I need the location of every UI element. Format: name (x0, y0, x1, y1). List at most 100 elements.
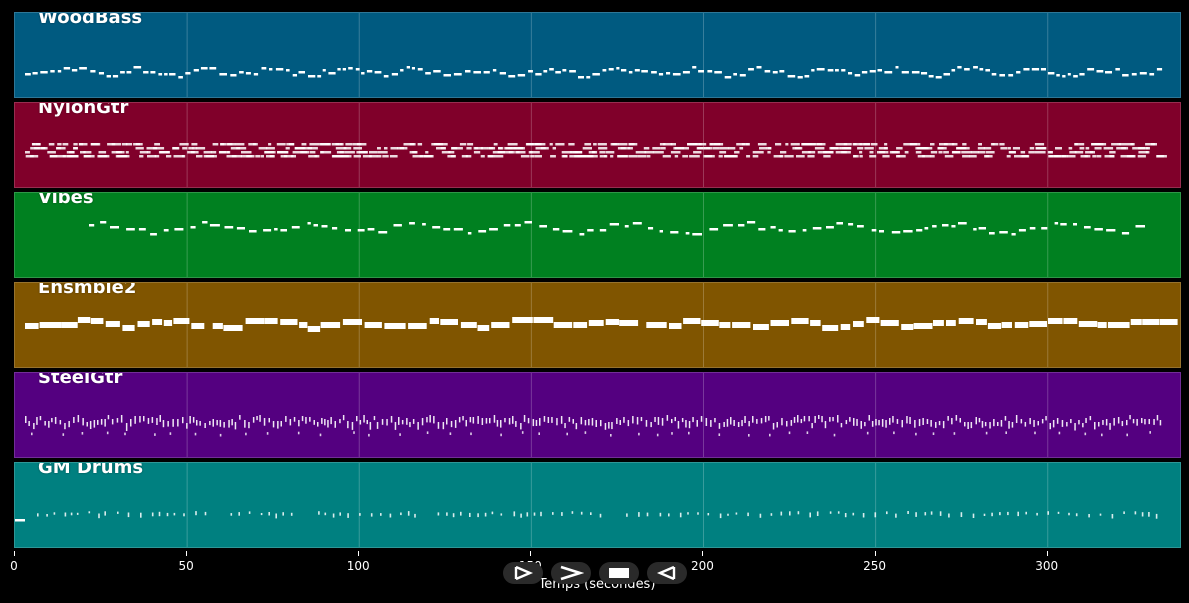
note (79, 143, 88, 146)
note (668, 513, 670, 517)
note (320, 151, 332, 154)
note (1079, 147, 1085, 150)
note (77, 317, 91, 323)
note (115, 155, 125, 158)
note (817, 151, 827, 154)
note (55, 155, 66, 158)
note (879, 230, 884, 233)
note (353, 431, 355, 434)
axis-tick (358, 551, 360, 556)
note (137, 321, 150, 327)
note (719, 151, 727, 154)
note (748, 421, 750, 427)
note (1045, 416, 1047, 421)
note (107, 415, 110, 420)
note (1011, 233, 1016, 236)
note (1096, 155, 1102, 158)
note (384, 147, 388, 150)
note (433, 416, 435, 424)
note (1049, 151, 1053, 154)
note (1084, 226, 1091, 229)
note (376, 155, 382, 158)
note (1018, 229, 1026, 232)
note (147, 418, 150, 424)
track-nylongtr[interactable]: NylonGtr (14, 102, 1181, 188)
note (1118, 143, 1128, 146)
note (477, 416, 479, 424)
play-button[interactable] (503, 562, 543, 584)
note (248, 422, 250, 429)
track-vibes[interactable]: Vibes (14, 192, 1181, 278)
note (843, 147, 852, 150)
track-ensmble2[interactable]: Ensmble2 (14, 282, 1181, 368)
note (1159, 319, 1178, 325)
note (194, 432, 197, 436)
note (780, 151, 787, 154)
note (616, 418, 618, 424)
rewind-button[interactable] (647, 562, 687, 584)
note (659, 512, 662, 517)
note (417, 422, 419, 430)
note (663, 143, 673, 146)
note (515, 421, 517, 427)
note (780, 511, 783, 516)
note (1049, 155, 1054, 158)
note (64, 423, 66, 430)
note (1149, 73, 1155, 76)
note (707, 513, 710, 516)
note (73, 147, 78, 150)
note (859, 151, 863, 154)
note (1007, 147, 1011, 150)
note (610, 143, 617, 146)
track-steelgtr[interactable]: SteelGtr (14, 372, 1181, 458)
note (643, 147, 650, 150)
note (770, 226, 776, 229)
note (1145, 151, 1150, 154)
stop-button[interactable] (599, 562, 639, 584)
note (816, 511, 819, 516)
note (355, 68, 360, 71)
note (292, 151, 304, 154)
note (116, 418, 119, 423)
note (1069, 151, 1077, 154)
note (960, 512, 963, 517)
note (679, 512, 682, 518)
note (718, 155, 723, 158)
note (712, 147, 720, 150)
note (766, 147, 772, 150)
note (480, 147, 488, 150)
track-woodbass[interactable]: WoodBass (14, 12, 1181, 98)
note (530, 143, 539, 146)
note (143, 416, 145, 422)
note (930, 143, 935, 146)
note (552, 228, 560, 231)
note (140, 512, 142, 518)
note (964, 422, 966, 427)
note (704, 155, 715, 158)
note (932, 432, 935, 435)
note (386, 419, 388, 426)
note (512, 317, 533, 323)
note (835, 151, 845, 154)
note (997, 422, 999, 426)
note (154, 155, 160, 158)
note (281, 151, 289, 154)
note (25, 155, 34, 158)
note (901, 71, 909, 74)
note (848, 72, 853, 75)
note (781, 418, 783, 426)
note (816, 68, 825, 71)
note (293, 417, 296, 422)
note (948, 513, 950, 518)
note (605, 319, 620, 325)
note (1040, 68, 1046, 71)
note (734, 151, 740, 154)
track-gm-drums[interactable]: GM Drums (14, 462, 1181, 548)
note (564, 423, 566, 429)
forward-button[interactable] (551, 562, 591, 584)
note (126, 71, 132, 74)
note (53, 512, 56, 515)
note (317, 422, 319, 427)
note (335, 143, 340, 146)
note (871, 421, 874, 427)
